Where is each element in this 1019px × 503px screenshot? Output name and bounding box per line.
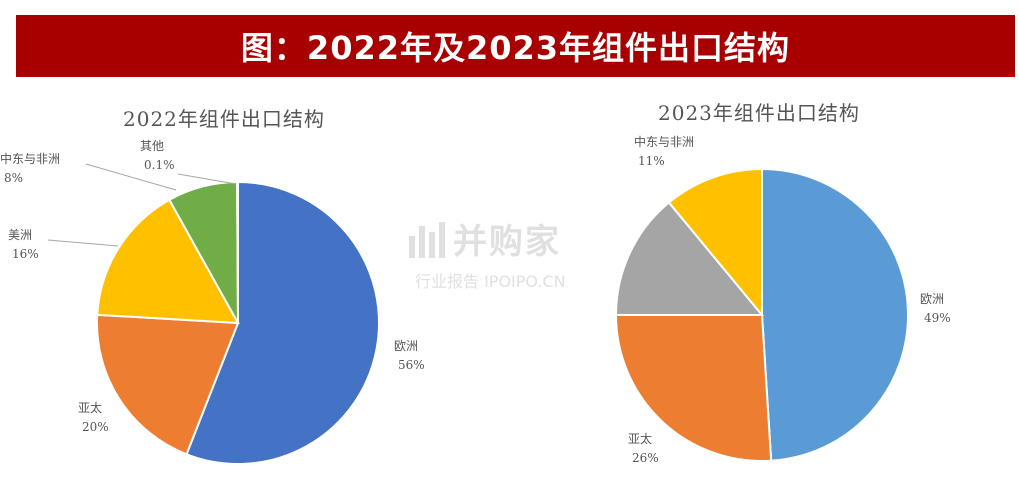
slice-category-label: 中东与非洲 xyxy=(634,134,694,149)
slice-percent-label: 8% xyxy=(4,171,23,185)
slice-category-label: 欧洲 xyxy=(920,292,944,306)
pie-2022-slice-0 xyxy=(185,180,380,465)
pie-2022-slice-4 xyxy=(236,180,239,324)
slice-percent-label: 16% xyxy=(12,247,39,261)
slice-category-label: 欧洲 xyxy=(394,339,418,353)
slice-percent-label: 26% xyxy=(632,451,659,465)
slice-category-label: 亚太 xyxy=(628,431,652,446)
slice-percent-label: 11% xyxy=(638,154,665,168)
slice-percent-label: 0.1% xyxy=(144,158,175,172)
slice-category-label: 美洲 xyxy=(8,228,32,242)
chart-title-2022: 2022年组件出口结构 xyxy=(123,107,325,131)
label-leader-line xyxy=(47,239,119,247)
chart-title-2023: 2023年组件出口结构 xyxy=(658,101,860,125)
slice-percent-label: 49% xyxy=(924,311,951,325)
pie-2023-slice-3 xyxy=(667,167,763,318)
pie-2023-slice-0 xyxy=(761,167,910,462)
page-title: 图：2022年及2023年组件出口结构 xyxy=(240,29,791,67)
slice-percent-label: 20% xyxy=(82,420,109,434)
pie-2022-slice-1 xyxy=(96,313,240,456)
pie-2023-slice-1 xyxy=(614,314,773,462)
slice-category-label: 亚太 xyxy=(78,400,102,415)
header-banner: 图：2022年及2023年组件出口结构 xyxy=(16,15,1015,77)
slice-category-label: 中东与非洲 xyxy=(0,151,60,166)
pie-2023-slice-2 xyxy=(614,201,765,316)
label-leader-line xyxy=(177,173,237,185)
slice-category-label: 其他 xyxy=(140,139,164,153)
slice-percent-label: 56% xyxy=(398,358,425,372)
pie-2022-slice-2 xyxy=(96,198,240,325)
label-leader-line xyxy=(85,163,177,191)
